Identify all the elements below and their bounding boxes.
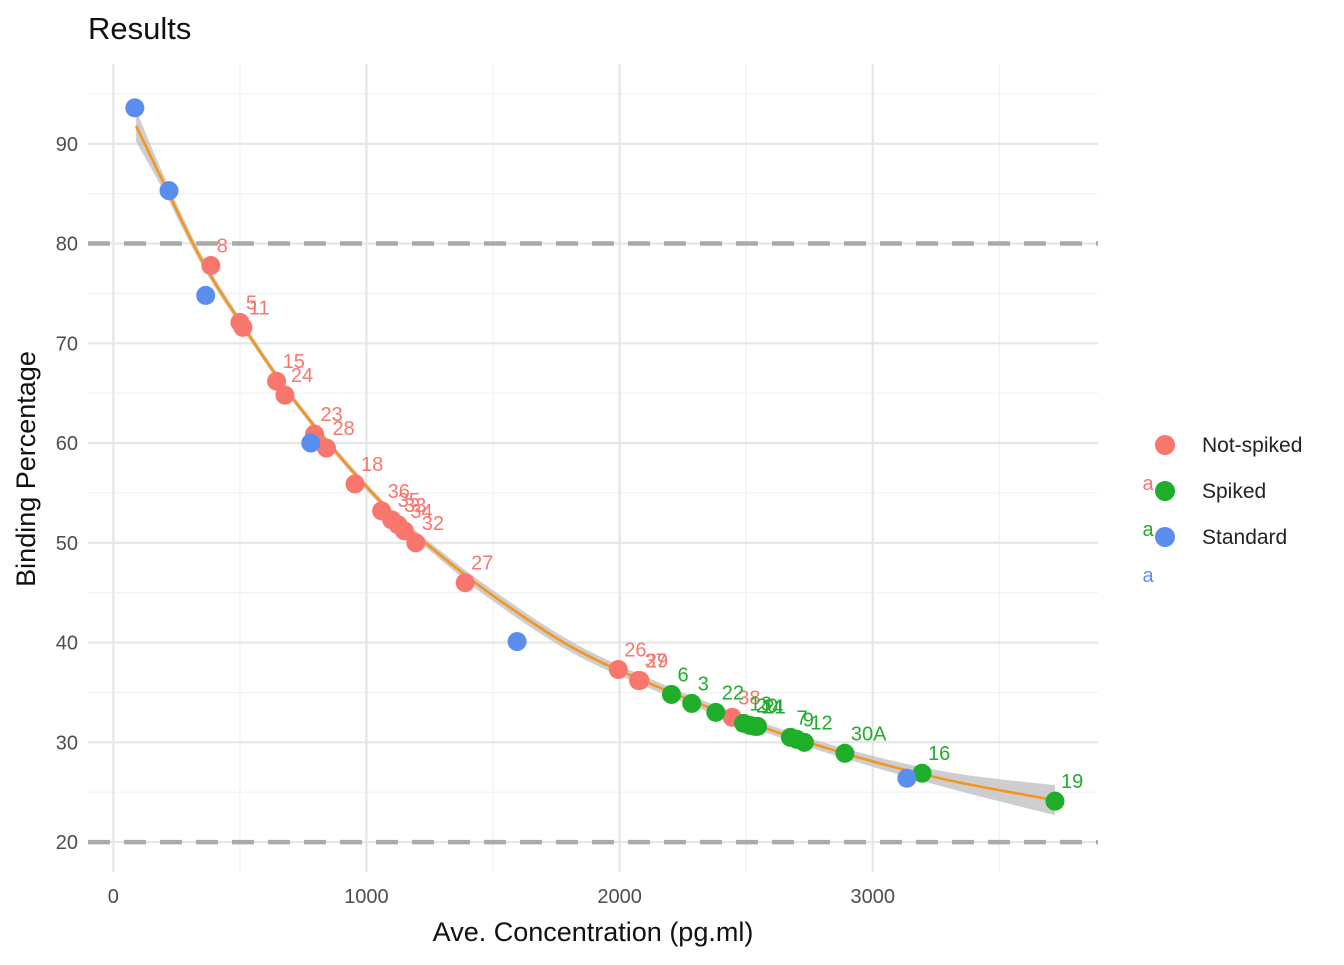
- point-spiked: [661, 684, 681, 704]
- point-not_spiked: [316, 438, 336, 458]
- point-label-not_spiked: 26: [624, 640, 646, 662]
- point-label-spiked: 9: [803, 709, 814, 731]
- point-standard: [301, 433, 321, 453]
- point-label-not_spiked: 29: [646, 650, 668, 672]
- point-not_spiked: [630, 670, 650, 690]
- point-standard: [897, 768, 917, 788]
- point-not_spiked: [201, 256, 221, 276]
- point-spiked: [748, 716, 768, 736]
- point-label-not_spiked: 38: [738, 687, 760, 709]
- x-axis-label: Ave. Concentration (pg.ml): [433, 917, 754, 947]
- point-standard: [159, 181, 179, 201]
- point-label-spiked: 12: [810, 712, 832, 734]
- fit-curve: [134, 125, 1056, 802]
- point-spiked: [912, 763, 932, 783]
- point-spiked: [794, 732, 814, 752]
- y-tick-label: 50: [56, 533, 78, 555]
- confidence-ribbon: [136, 109, 1055, 816]
- points-layer: [125, 98, 1065, 811]
- point-label-spiked: 22: [722, 682, 744, 704]
- point-label-not_spiked: 28: [332, 418, 354, 440]
- legend-key-spiked: [1155, 481, 1175, 501]
- point-label-spiked: 21: [764, 696, 786, 718]
- point-not_spiked: [233, 317, 253, 337]
- point-label-not_spiked: 34: [410, 501, 432, 523]
- point-not_spiked: [345, 474, 365, 494]
- x-tick-label: 2000: [597, 886, 642, 908]
- point-label-not_spiked: 18: [361, 454, 383, 476]
- point-label-spiked: 30A: [851, 723, 887, 745]
- y-tick-label: 70: [56, 333, 78, 355]
- point-label-not_spiked: 5: [246, 292, 257, 314]
- legend-key-standard: [1155, 527, 1175, 547]
- confidence-band: [136, 109, 1055, 816]
- point-label-not_spiked: 15: [283, 351, 305, 373]
- point-label-not_spiked: 24: [291, 365, 313, 387]
- y-axis-label: Binding Percentage: [11, 351, 41, 587]
- point-not_spiked: [455, 573, 475, 593]
- point-spiked: [835, 743, 855, 763]
- point-label-not_spiked: 11: [249, 297, 270, 319]
- legend-key-text-not_spiked: a: [1142, 473, 1154, 495]
- legend-key-text-spiked: a: [1142, 519, 1154, 541]
- point-not_spiked: [275, 385, 295, 405]
- point-label-spiked: 14: [761, 696, 783, 718]
- x-tick-label: 0: [108, 886, 119, 908]
- x-tick-label: 3000: [850, 886, 895, 908]
- point-spiked: [1045, 791, 1065, 811]
- fit-line: [134, 125, 1056, 802]
- point-label-not_spiked: 35: [398, 490, 420, 512]
- chart-title: Results: [88, 11, 191, 46]
- x-tick-label: 1000: [344, 886, 389, 908]
- legend-label-spiked: Spiked: [1202, 480, 1266, 503]
- point-label-spiked: 19: [1061, 771, 1083, 793]
- point-standard: [125, 98, 145, 118]
- y-tick-label: 30: [56, 732, 78, 754]
- point-label-not_spiked: 27: [471, 553, 493, 575]
- point-label-spiked: 6: [677, 664, 688, 686]
- axes-layer: 0 1000 2000 3000 20 30 40 50 60 70 80 90: [56, 134, 895, 908]
- point-spiked: [682, 693, 702, 713]
- point-label-spiked: 13: [750, 693, 772, 715]
- point-label-spiked: 16: [928, 743, 950, 765]
- point-not_spiked: [394, 521, 414, 541]
- point-label-spiked: 3: [698, 673, 709, 695]
- point-label-spiked: 7: [796, 707, 807, 729]
- legend-key-not_spiked: [1155, 435, 1175, 455]
- legend: Not-spiked a Spiked a Standard a: [1142, 434, 1302, 587]
- reference-lines: [88, 241, 1098, 845]
- point-label-not_spiked: 23: [321, 404, 343, 426]
- point-not_spiked: [406, 533, 426, 553]
- point-standard: [507, 632, 527, 652]
- point-label-spiked: 20: [756, 695, 778, 717]
- point-label-not_spiked: 36: [388, 481, 410, 503]
- legend-key-text-standard: a: [1142, 565, 1154, 587]
- legend-label-standard: Standard: [1202, 526, 1287, 549]
- point-standard: [196, 285, 216, 305]
- y-tick-label: 80: [56, 234, 78, 256]
- y-tick-label: 40: [56, 633, 78, 655]
- y-tick-label: 90: [56, 134, 78, 156]
- legend-label-not_spiked: Not-spiked: [1202, 434, 1302, 457]
- point-not_spiked: [267, 371, 287, 391]
- point-not_spiked: [608, 660, 628, 680]
- point-label-not_spiked: 8: [217, 236, 228, 258]
- y-tick-label: 20: [56, 832, 78, 854]
- point-spiked: [706, 702, 726, 722]
- point-label-not_spiked: 37: [645, 650, 667, 672]
- y-tick-label: 60: [56, 433, 78, 455]
- point-label-not_spiked: 32: [422, 513, 444, 535]
- point-label-not_spiked: 33: [404, 495, 426, 517]
